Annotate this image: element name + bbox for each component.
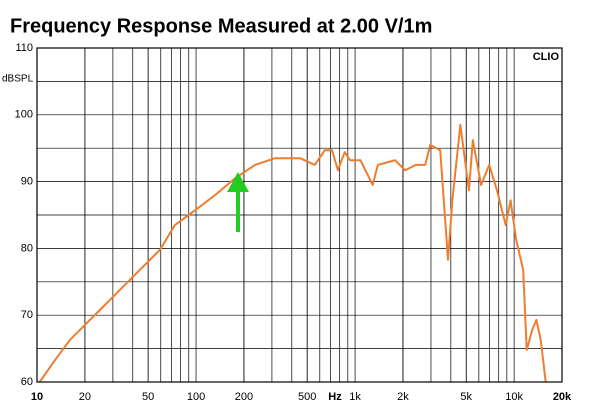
- x-tick-label: 500: [298, 391, 316, 403]
- x-tick-label: 20k: [553, 391, 572, 403]
- y-tick-label: 80: [21, 242, 33, 254]
- y-tick-label: 60: [21, 376, 33, 388]
- y-tick-label: 90: [21, 176, 33, 188]
- x-tick-label: 200: [235, 391, 253, 403]
- x-tick-label: 1k: [349, 391, 361, 403]
- x-unit-label: Hz: [328, 391, 342, 403]
- response-curve: [38, 123, 547, 382]
- x-tick-label: 5k: [460, 391, 472, 403]
- plot-frame: [36, 47, 563, 383]
- y-tick-label: 70: [21, 309, 33, 321]
- chart-title: Frequency Response Measured at 2.00 V/1m: [10, 15, 432, 37]
- x-tick-label: 10k: [505, 391, 523, 403]
- arrow-annotation: [227, 172, 249, 232]
- y-tick-label: 100: [15, 109, 33, 121]
- y-tick-label: 110: [15, 42, 33, 54]
- x-tick-label: 2k: [397, 391, 409, 403]
- x-tick-label: 10: [31, 391, 43, 403]
- y-axis-label: dBSPL: [2, 74, 34, 85]
- plot-area: [38, 123, 547, 382]
- x-tick-label: 100: [187, 391, 205, 403]
- x-tick-label: 50: [142, 391, 154, 403]
- x-tick-label: 20: [79, 391, 91, 403]
- corner-label: CLIO: [533, 51, 560, 63]
- grid: [36, 47, 563, 383]
